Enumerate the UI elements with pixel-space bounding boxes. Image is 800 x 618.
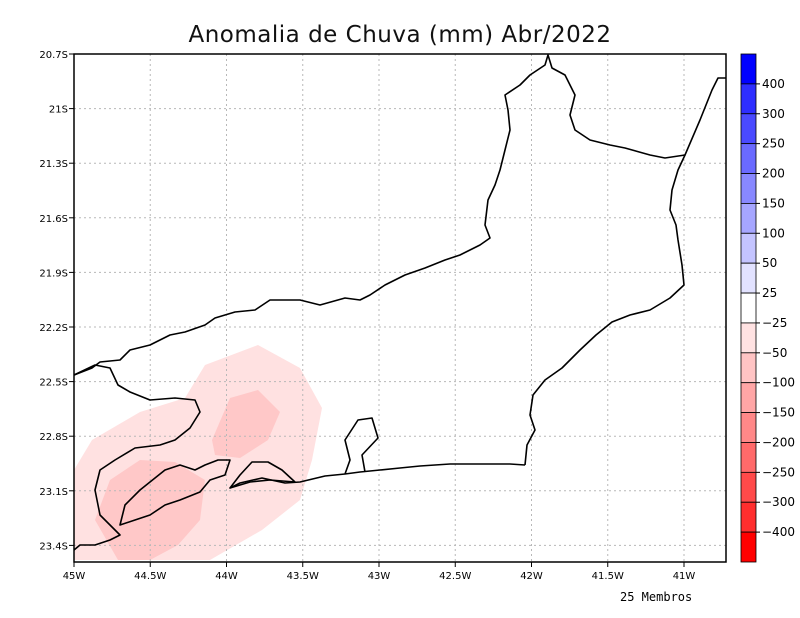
colorbar-label: −200 [762, 435, 795, 449]
state-boundary-east-coast [524, 154, 686, 466]
colorbar-label: −25 [762, 316, 787, 330]
colorbar-swatch [740, 531, 757, 563]
y-tick-label: 21.9S [39, 268, 68, 279]
colorbar-label: 400 [762, 77, 785, 91]
plot-frame [73, 53, 727, 563]
x-tick-label: 42.5W [439, 571, 471, 582]
colorbar-swatch [740, 232, 757, 264]
colorbar-swatch [740, 501, 757, 533]
x-tick-label: 45W [63, 571, 86, 582]
y-tick-label: 22.2S [39, 323, 68, 334]
state-boundary-north [73, 54, 726, 376]
x-tick-label: 43W [368, 571, 391, 582]
ilha-grande [119, 459, 231, 526]
colorbar-swatch [740, 471, 757, 503]
colorbar-swatch [740, 442, 757, 473]
colorbar-swatch [740, 113, 757, 145]
y-tick-label: 23.4S [39, 541, 68, 552]
colorbar-swatch [740, 352, 757, 384]
colorbar-swatch [740, 143, 757, 174]
colorbar-swatch [740, 83, 757, 115]
y-tick-label: 21.3S [39, 159, 68, 170]
y-tick-label: 20.7S [39, 50, 68, 61]
anomaly-region-medium-east [212, 390, 280, 458]
colorbar-label: −50 [762, 346, 787, 360]
west-boundary [73, 364, 201, 551]
colorbar-swatch [740, 173, 757, 204]
member-count-note: 25 Membros [620, 590, 692, 604]
x-tick-label: 41.5W [592, 571, 624, 582]
colorbar: 400 300 250 200 150 100 50 25 −25 −50 −100 −150 −200… [740, 53, 795, 563]
y-axis-ticks: 20.7S 21S 21.3S 21.6S 21.9S 22.2S 22.5S 22.8S 23… [39, 50, 74, 552]
colorbar-label: 200 [762, 167, 785, 181]
colorbar-label: 100 [762, 226, 785, 240]
colorbar-label: 250 [762, 137, 785, 151]
colorbar-swatch [740, 412, 757, 443]
x-tick-label: 44W [215, 571, 238, 582]
x-tick-label: 43.5W [287, 571, 319, 582]
colorbar-swatch [740, 53, 757, 85]
colorbar-swatch [740, 292, 757, 324]
x-tick-label: 42W [520, 571, 543, 582]
colorbar-label: −400 [762, 525, 795, 539]
colorbar-label: 50 [762, 256, 777, 270]
y-tick-label: 21.6S [39, 214, 68, 225]
grid-lines [74, 54, 726, 562]
colorbar-swatch [740, 382, 757, 413]
x-tick-label: 41W [673, 571, 696, 582]
colorbar-swatch [740, 203, 757, 234]
colorbar-swatch [740, 322, 757, 354]
y-tick-label: 21S [49, 105, 68, 116]
y-tick-label: 23.1S [39, 487, 68, 498]
y-tick-label: 22.8S [39, 432, 68, 443]
colorbar-label: −250 [762, 465, 795, 479]
colorbar-label: −150 [762, 406, 795, 420]
colorbar-swatch [740, 262, 757, 294]
x-tick-label: 44.5W [134, 571, 166, 582]
coastline-and-borders [73, 54, 726, 551]
y-tick-label: 22.5S [39, 378, 68, 389]
colorbar-label: −300 [762, 495, 795, 509]
sepetiba-bay [229, 461, 296, 489]
colorbar-label: −100 [762, 376, 795, 390]
colorbar-label: 25 [762, 286, 777, 300]
colorbar-label: 150 [762, 196, 785, 210]
bay-outline [344, 417, 379, 475]
x-axis-ticks: 45W 44.5W 44W 43.5W 43W 42.5W 42W 41.5W 41W [63, 562, 696, 582]
colorbar-label: 300 [762, 107, 785, 121]
map-title: Anomalia de Chuva (mm) Abr/2022 [189, 22, 612, 48]
